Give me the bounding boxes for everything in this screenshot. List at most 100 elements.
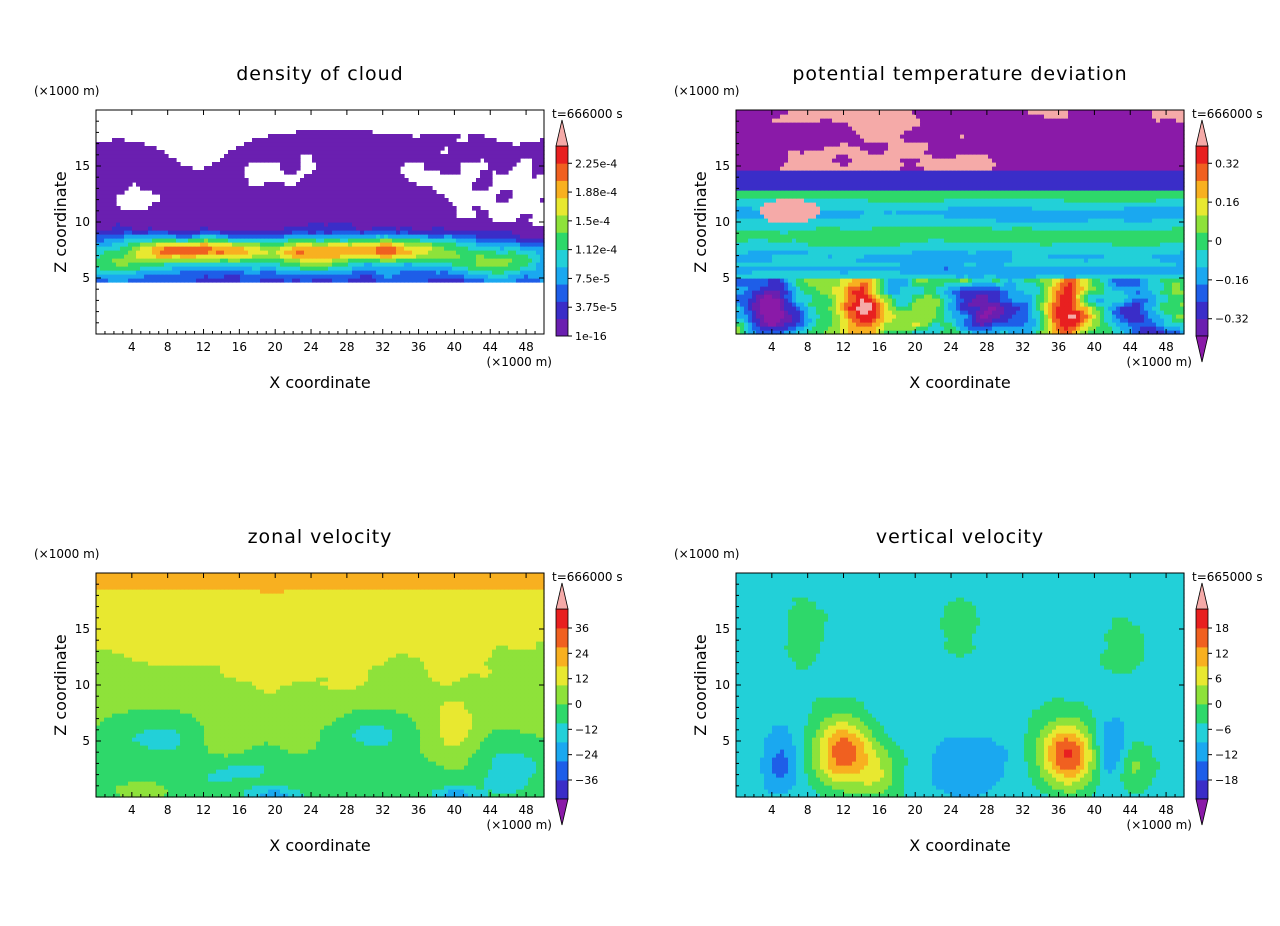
heatmap-cell bbox=[400, 222, 405, 227]
heatmap-cell bbox=[496, 246, 501, 251]
heatmap-cell bbox=[320, 178, 325, 183]
heatmap-cell bbox=[348, 158, 353, 163]
heatmap-cell bbox=[200, 226, 205, 231]
heatmap-cell bbox=[376, 198, 381, 203]
heatmap-cell bbox=[252, 242, 257, 247]
heatmap-cell bbox=[540, 158, 545, 163]
heatmap-cell bbox=[112, 202, 117, 207]
heatmap-cell bbox=[324, 166, 329, 171]
heatmap-cell bbox=[256, 234, 261, 239]
heatmap-cell bbox=[772, 302, 777, 307]
x-unit-label: (×1000 m) bbox=[487, 355, 552, 369]
heatmap-cell bbox=[464, 278, 469, 283]
heatmap-cell bbox=[308, 138, 313, 143]
heatmap-cell bbox=[208, 178, 213, 183]
heatmap-cell bbox=[1120, 298, 1125, 303]
heatmap-cell bbox=[1028, 326, 1033, 331]
heatmap-cell bbox=[308, 174, 313, 179]
heatmap-cell bbox=[408, 278, 413, 283]
heatmap-cell bbox=[872, 306, 877, 311]
heatmap-cell bbox=[416, 258, 421, 263]
time-label: t=666000 s bbox=[552, 107, 623, 121]
heatmap-cell bbox=[392, 274, 397, 279]
heatmap-cell bbox=[348, 274, 353, 279]
heatmap-cell bbox=[120, 174, 125, 179]
heatmap-cell bbox=[196, 170, 201, 175]
heatmap-cell bbox=[1008, 322, 1013, 327]
heatmap-cell bbox=[764, 310, 769, 315]
heatmap-cell bbox=[432, 222, 437, 227]
heatmap-cell bbox=[232, 178, 237, 183]
heatmap-cell bbox=[304, 214, 309, 219]
heatmap-cell bbox=[292, 162, 297, 167]
heatmap-cell bbox=[468, 234, 473, 239]
heatmap-cell bbox=[420, 206, 425, 211]
heatmap-cell bbox=[404, 206, 409, 211]
heatmap-cell bbox=[740, 314, 745, 319]
heatmap-cell bbox=[160, 270, 165, 275]
heatmap-cell bbox=[280, 238, 285, 243]
heatmap-cell bbox=[172, 222, 177, 227]
heatmap-cell bbox=[280, 146, 285, 151]
heatmap-cell bbox=[1096, 322, 1101, 327]
heatmap-cell bbox=[876, 306, 881, 311]
heatmap-cell bbox=[340, 142, 345, 147]
heatmap-cell bbox=[348, 206, 353, 211]
heatmap-cell bbox=[804, 294, 809, 299]
heatmap-cell bbox=[188, 210, 193, 215]
colorbar-tick-label: 2.25e-4 bbox=[575, 157, 617, 170]
heatmap-cell bbox=[492, 150, 497, 155]
heatmap-cell bbox=[96, 274, 101, 279]
heatmap-cell bbox=[392, 170, 397, 175]
heatmap-cell bbox=[172, 218, 177, 223]
heatmap-cell bbox=[208, 234, 213, 239]
heatmap-cell bbox=[784, 322, 789, 327]
heatmap-cell bbox=[364, 250, 369, 255]
heatmap-cell bbox=[1088, 314, 1093, 319]
heatmap-cell bbox=[532, 170, 537, 175]
heatmap-cell bbox=[180, 230, 185, 235]
heatmap-cell bbox=[300, 278, 305, 283]
heatmap-cell bbox=[1040, 322, 1045, 327]
heatmap-cell bbox=[304, 230, 309, 235]
heatmap-cell bbox=[1096, 310, 1101, 315]
heatmap-cell bbox=[272, 230, 277, 235]
heatmap-cell bbox=[232, 206, 237, 211]
heatmap-cell bbox=[124, 222, 129, 227]
heatmap-cell bbox=[120, 158, 125, 163]
heatmap-cell bbox=[352, 258, 357, 263]
heatmap-cell bbox=[216, 202, 221, 207]
heatmap-cell bbox=[1012, 298, 1017, 303]
heatmap-cell bbox=[1012, 286, 1017, 291]
heatmap-cell bbox=[924, 318, 929, 323]
heatmap-cell bbox=[380, 150, 385, 155]
heatmap-cell bbox=[1168, 322, 1173, 327]
heatmap-cell bbox=[336, 262, 341, 267]
heatmap-cell bbox=[260, 138, 265, 143]
heatmap-cell bbox=[336, 242, 341, 247]
heatmap-cell bbox=[244, 142, 249, 147]
heatmap-cell bbox=[976, 298, 981, 303]
heatmap-cell bbox=[120, 254, 125, 259]
heatmap-cell bbox=[408, 210, 413, 215]
heatmap-cell bbox=[1080, 302, 1085, 307]
heatmap-cell bbox=[808, 290, 813, 295]
heatmap-cell bbox=[1052, 302, 1057, 307]
heatmap-cell bbox=[456, 158, 461, 163]
heatmap-cell bbox=[216, 234, 221, 239]
heatmap-cell bbox=[252, 234, 257, 239]
heatmap-cell bbox=[804, 298, 809, 303]
heatmap-cell bbox=[400, 230, 405, 235]
heatmap-cell bbox=[432, 218, 437, 223]
heatmap-cell bbox=[1028, 330, 1033, 335]
heatmap-cell bbox=[872, 330, 877, 335]
heatmap-cell bbox=[348, 150, 353, 155]
heatmap-cell bbox=[496, 278, 501, 283]
heatmap-cell bbox=[372, 246, 377, 251]
heatmap-cell bbox=[1084, 322, 1089, 327]
heatmap-cell bbox=[1092, 294, 1097, 299]
heatmap-cell bbox=[788, 286, 793, 291]
heatmap-cell bbox=[536, 262, 541, 267]
heatmap-cell bbox=[348, 174, 353, 179]
heatmap-cell bbox=[424, 254, 429, 259]
